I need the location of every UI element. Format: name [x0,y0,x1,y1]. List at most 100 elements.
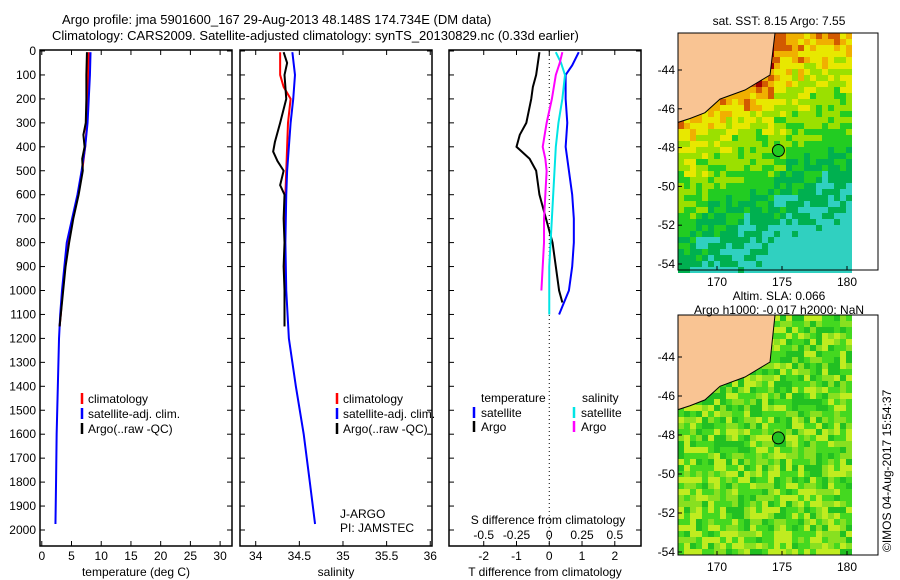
argo-location-marker [771,431,785,445]
x-tick-label: 35.5 [375,549,399,563]
y-tick-label: 1300 [9,355,36,369]
series-line-argo-raw-qc- [272,51,289,327]
x-tick-label: 2 [611,549,618,563]
map-y-tick-label: -52 [658,506,676,520]
x2-tick-label: 0.5 [606,528,623,542]
map-x-tick-label: 170 [707,560,727,574]
x-tick-label: 34.5 [288,549,312,563]
y-tick-label: 1500 [9,403,36,417]
y-tick-label: 100 [16,68,36,82]
legend-label: Argo(..raw -QC) [343,422,428,436]
legend-label: climatology [88,392,148,406]
y-tick-label: 600 [16,188,36,202]
x2-tick-label: -0.25 [503,528,531,542]
legend-header: temperature [481,391,546,405]
x-tick-label: 25 [184,549,198,563]
legend-header: salinity [582,391,619,405]
land-new-zealand [677,314,776,411]
map-y-tick-label: -44 [658,63,676,77]
map-y-tick-label: -44 [658,350,676,364]
legend-label: Argo [581,420,607,434]
series-line-satellite-adj-clim- [54,52,92,525]
map-y-tick-label: -46 [658,102,676,116]
y-tick-label: 1800 [9,475,36,489]
map-y-tick-label: -52 [658,218,676,232]
panel-frame [239,49,433,547]
y-tick-label: 700 [16,212,36,226]
y-tick-label: 0 [29,44,36,58]
x-tick-label: 15 [124,549,138,563]
map-frame [677,32,879,271]
argo-location-marker [771,143,785,157]
legend-label: satellite [581,406,622,420]
y-tick-label: 1700 [9,451,36,465]
map-y-tick-label: -50 [658,467,676,481]
x-tick-label: 35 [336,549,350,563]
x-tick-label: -2 [478,549,489,563]
y-tick-label: 2000 [9,523,36,537]
map-y-tick-label: -50 [658,179,676,193]
x-axis-label: salinity [318,565,355,579]
x2-tick-label: -0.5 [473,528,494,542]
map-title: sat. SST: 8.15 Argo: 7.55 [713,14,846,28]
map-x-tick-label: 170 [707,275,727,289]
map-y-tick-label: -48 [658,141,676,155]
annotation-line: J-ARGO [340,507,385,521]
y-tick-label: 1600 [9,427,36,441]
x2-axis-label: S difference from climatology [471,513,626,527]
x-tick-label: -1 [511,549,522,563]
legend-label: Argo(..raw -QC) [88,422,173,436]
y-tick-label: 300 [16,116,36,130]
x-tick-label: 36 [424,549,438,563]
map-x-tick-label: 180 [837,560,857,574]
x-tick-label: 34 [249,549,263,563]
legend-label: satellite [481,406,522,420]
legend-label: satellite-adj. clim. [343,407,435,421]
map-subtitle: Argo h1000: -0.017 h2000: NaN [694,303,864,317]
series-line-salinity-argo [540,51,564,291]
x-tick-label: 30 [213,549,227,563]
map-y-tick-label: -54 [658,545,676,559]
map-x-tick-label: 175 [772,560,792,574]
map-x-tick-label: 175 [772,275,792,289]
panel-frame [448,49,642,547]
x2-tick-label: 0.25 [570,528,594,542]
map-y-tick-label: -46 [658,389,676,403]
panel-frame [39,49,233,547]
y-tick-label: 800 [16,236,36,250]
x-tick-label: 20 [154,549,168,563]
x-tick-label: 10 [95,549,109,563]
legend-label: Argo [481,420,507,434]
x-axis-label: T difference from climatology [468,565,622,579]
y-tick-label: 400 [16,140,36,154]
series-line-salinity-satellite [548,51,567,315]
series-line-temperature-satellite [558,51,580,315]
y-tick-label: 1000 [9,284,36,298]
map-y-tick-label: -54 [658,257,676,271]
series-line-satellite-adj-clim- [284,52,317,525]
figure-title-line2: Climatology: CARS2009. Satellite-adjuste… [52,28,579,43]
legend-label: satellite-adj. clim. [88,407,180,421]
x-tick-label: 0 [546,549,553,563]
x-tick-label: 1 [579,549,586,563]
figure-title-line1: Argo profile: jma 5901600_167 29-Aug-201… [62,12,492,27]
series-line-argo-raw-qc- [58,52,88,327]
y-tick-label: 1100 [10,307,36,321]
y-tick-label: 1200 [9,331,36,345]
map-x-tick-label: 180 [837,275,857,289]
y-tick-label: 1400 [9,379,36,393]
y-tick-label: 1900 [9,499,36,513]
credit-text: ©IMOS 04-Aug-2017 15:54:37 [880,389,894,552]
annotation-line: PI: JAMSTEC [340,521,414,535]
map-y-tick-label: -48 [658,428,676,442]
series-line-temperature-argo [515,52,564,303]
x-tick-label: 5 [68,549,75,563]
x-tick-label: 0 [38,549,45,563]
map-title: Altim. SLA: 0.066 [733,289,826,303]
x-axis-label: temperature (deg C) [82,565,190,579]
y-tick-label: 500 [16,164,36,178]
land-new-zealand [677,32,776,124]
legend-label: climatology [343,392,403,406]
